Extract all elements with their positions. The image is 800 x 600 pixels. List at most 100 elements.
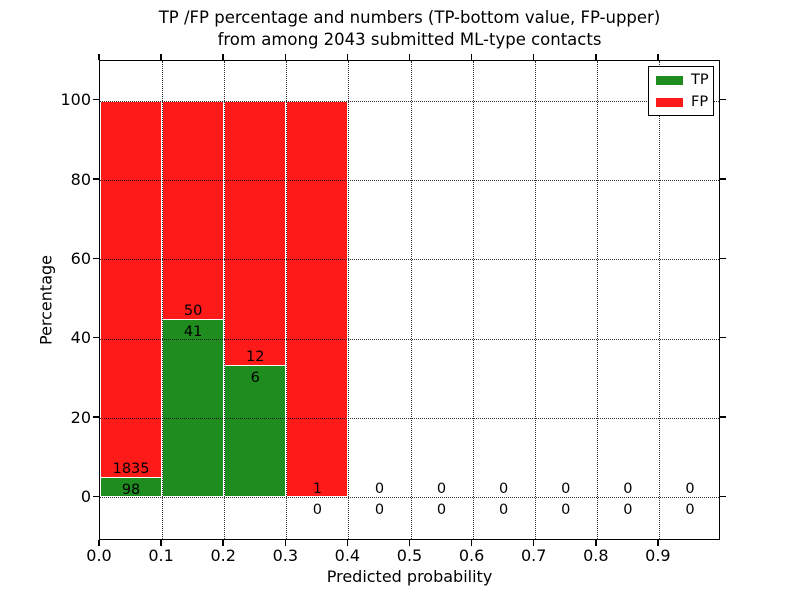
tp-count-label: 41 [183,323,203,340]
tp-count-label: 0 [312,502,322,519]
fp-count-label: 1 [312,481,322,498]
tp-count-label: 6 [250,370,260,387]
fp-count-label: 0 [499,481,509,498]
x-tick-label: 0.7 [520,546,547,565]
gridline-vertical [224,61,226,539]
chart-title: TP /FP percentage and numbers (TP-bottom… [99,7,720,51]
x-tick-label: 0.9 [645,546,671,565]
x-tick-top [595,54,597,60]
tp-count-label: 0 [685,502,695,519]
gridline-vertical [286,61,288,539]
x-tick-top [532,54,535,60]
y-tick-label: 60 [70,248,91,268]
fp-count-label: 1835 [112,461,150,478]
fp-count-label: 50 [183,302,203,319]
y-tick-label: 0 [80,486,91,506]
gridline-horizontal [100,180,719,181]
x-tick-label: 0.6 [458,546,485,565]
x-axis-label: Predicted probability [326,567,493,586]
x-tick-label: 0.5 [396,546,423,565]
legend-item-tp: TP [656,72,709,88]
chart-title-line1: TP /FP percentage and numbers (TP-bottom… [158,8,661,27]
x-tick-label: 0.4 [334,546,361,565]
x-tick-label: 0.2 [210,546,236,565]
y-tick-right [720,98,726,101]
fp-count-label: 12 [246,349,265,366]
fp-count-label: 0 [623,481,633,498]
y-tick-label: 20 [70,407,91,427]
gridline-horizontal [100,418,719,420]
gridline-horizontal [100,497,719,499]
x-tick-top [346,54,349,60]
gridline-horizontal [100,259,719,261]
x-tick [408,540,411,546]
fp-count-label: 0 [561,481,571,498]
x-tick [160,540,162,546]
x-tick-top [160,54,162,60]
y-tick-right [720,257,726,260]
gridline-horizontal [100,338,719,340]
bar-segment-tp [162,318,225,498]
gridline-vertical [658,61,660,539]
x-tick [346,540,349,546]
plot-area: TP FP 1835 98 50 41 12 6 1 0 0 0 0 0 0 0 0 0 0 0 0 0 [99,60,720,540]
y-tick [93,416,99,418]
tp-count-label: 0 [561,502,571,519]
fp-count-label: 0 [436,481,447,498]
gridline-vertical [534,61,536,539]
gridline-vertical [162,61,164,539]
x-tick [284,540,287,546]
y-tick [93,336,99,339]
y-tick [93,257,99,260]
bar-segment-fp [286,100,349,498]
x-tick-top [470,54,473,60]
bar-segment-fp [100,100,163,498]
x-tick-top [408,54,411,60]
tp-count-label: 0 [499,502,509,519]
gridline-vertical [410,61,412,539]
y-tick [93,178,99,180]
legend-label-fp: FP [691,94,709,110]
x-tick-top [98,54,100,60]
fp-count-label: 0 [374,481,385,498]
gridline-horizontal [100,100,719,102]
legend-label-tp: TP [691,72,709,88]
x-tick [470,540,473,546]
x-tick-top [222,54,224,60]
legend-item-fp: FP [656,94,709,110]
legend: TP FP [648,66,714,116]
fp-count-label: 0 [685,481,695,498]
x-tick-label: 0.3 [272,546,299,565]
y-tick-label: 100 [60,90,91,110]
tp-count-label: 0 [374,502,385,519]
tp-count-label: 98 [121,482,141,499]
tp-count-label: 0 [623,502,633,519]
x-tick-label: 0.1 [148,546,174,565]
x-tick [532,540,535,546]
bar-segment-tp [224,365,287,498]
x-tick [595,540,597,546]
gridline-vertical [472,61,474,539]
tp-swatch [656,75,683,85]
chart-title-line2: from among 2043 submitted ML-type contac… [217,29,602,49]
y-tick-right [720,336,726,339]
y-tick-right [720,495,726,498]
x-tick-top [657,54,659,60]
x-tick-label: 0.8 [583,546,609,565]
y-tick [93,98,99,101]
gridline-vertical [348,61,350,539]
x-tick [222,540,224,546]
y-tick-right [720,178,726,180]
x-tick [657,540,659,546]
x-tick [98,540,100,546]
gridline-vertical [596,61,598,539]
y-tick [93,495,99,498]
y-tick-right [720,416,726,418]
y-tick-label: 40 [70,328,91,348]
x-tick-label: 0.0 [86,546,112,565]
x-tick-top [284,54,287,60]
y-tick-label: 80 [70,169,91,189]
tp-count-label: 0 [436,502,447,519]
bar-segment-tp [100,477,163,498]
